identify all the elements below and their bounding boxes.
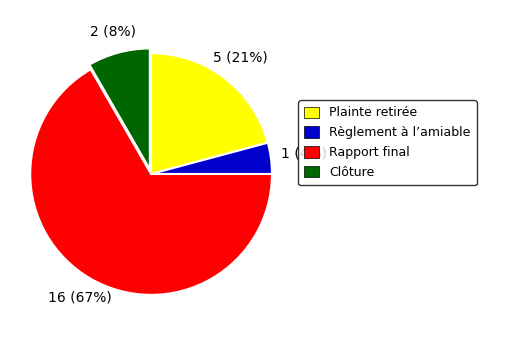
Wedge shape [90,48,150,169]
Text: 2 (8%): 2 (8%) [90,25,136,39]
Legend: Plainte retirée, Règlement à l’amiable, Rapport final, Clôture: Plainte retirée, Règlement à l’amiable, … [298,100,477,185]
Text: 1 (4%): 1 (4%) [281,147,328,161]
Wedge shape [151,143,272,174]
Text: 5 (21%): 5 (21%) [214,50,268,64]
Wedge shape [30,69,272,295]
Wedge shape [151,53,268,174]
Text: 16 (67%): 16 (67%) [48,291,111,304]
